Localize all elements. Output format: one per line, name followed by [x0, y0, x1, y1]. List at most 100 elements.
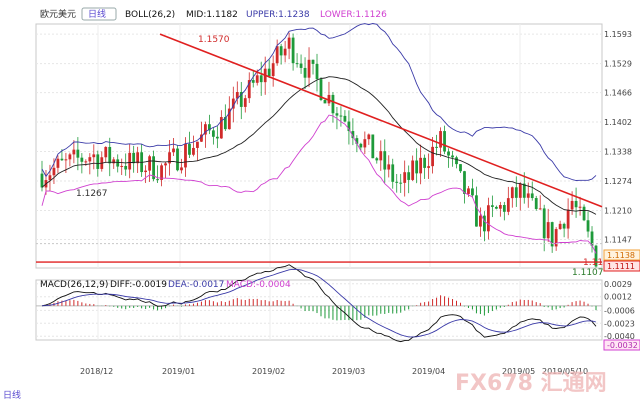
candle-body [526, 193, 530, 198]
candle-body [211, 130, 215, 137]
candle-body [475, 195, 478, 227]
candle-body [267, 68, 271, 77]
candle-body [355, 138, 359, 144]
candle-body [188, 143, 191, 155]
time-axis: 2018/12 2019/01 2019/02 2019/03 2019/04 2019/… [80, 367, 588, 376]
candle-body [371, 134, 375, 159]
candle-body [411, 160, 415, 180]
candle-body [566, 209, 570, 229]
macd-tick-label: -0.0023 [604, 319, 635, 328]
time-tick-label: 2019/05/10 [542, 367, 588, 376]
candle-body [415, 160, 419, 174]
descending-trendline [159, 33, 603, 208]
candle-body [299, 63, 303, 68]
macd-diff-label: DIFF:-0.0019 [110, 280, 167, 290]
candle-body [447, 151, 450, 156]
price-tick-label: 1.1402 [604, 118, 632, 127]
candle-body [120, 165, 124, 167]
candle-body [534, 198, 538, 209]
candle-body [578, 206, 582, 208]
candle-body [379, 151, 383, 161]
candle-body [68, 154, 72, 160]
candle-body [343, 115, 347, 122]
instrument-name: 欧元美元 [40, 8, 76, 20]
price-badge-a-text: 1.1138 [607, 251, 635, 260]
candle-body [395, 181, 399, 183]
candle-body [227, 108, 231, 130]
candle-body [490, 205, 494, 207]
bottom-interval-tag[interactable]: 日线 [3, 389, 21, 400]
macd-panel [36, 264, 602, 343]
candle-body [518, 183, 522, 198]
candle-body [427, 166, 431, 168]
candle-body [327, 94, 331, 104]
candle-body [558, 223, 562, 230]
candle-body [347, 121, 351, 132]
boll-mid-line [41, 76, 597, 215]
macd-indicator-label: MACD(26,12,9) [40, 280, 108, 290]
candle-body [156, 179, 159, 181]
price-badge-b-text: 1.1111 [607, 262, 635, 271]
grid-lines [35, 23, 603, 341]
candle-body [483, 215, 486, 232]
candle-body [506, 198, 510, 212]
price-panel-frame [35, 23, 603, 269]
candle-body [530, 193, 534, 199]
candle-body [431, 146, 434, 167]
candle-body [287, 37, 291, 49]
boll-upper-label: UPPER:1.1238 [246, 10, 310, 20]
candle-body [335, 113, 339, 116]
macd-tick-label: 0.0029 [604, 280, 632, 289]
candle-body [64, 159, 68, 161]
macd-tick-label: 0.0012 [604, 293, 632, 302]
trend-lines [36, 33, 603, 263]
candle-body [383, 151, 387, 170]
candle-body [367, 134, 371, 140]
candle-body [514, 187, 518, 198]
candle-body [538, 208, 542, 210]
candle-body [399, 182, 403, 184]
candle-body [574, 200, 578, 208]
candle-body [407, 172, 411, 180]
interval-badge-box[interactable] [81, 7, 117, 21]
watermark-logo: FX678 汇通网 [455, 371, 607, 396]
candle-body [180, 167, 183, 171]
candle-body [108, 146, 112, 164]
candle-body [88, 157, 92, 162]
candle-body [152, 156, 155, 180]
candle-body [443, 131, 446, 152]
candle-body [148, 156, 152, 171]
price-tick-label: 1.1210 [604, 206, 632, 215]
macd-last-badge [603, 339, 640, 351]
candle-body [144, 170, 148, 173]
candle-body [279, 46, 283, 56]
annotation-low1: 1.1267 [76, 189, 108, 199]
time-tick-label: 2019/05 [502, 367, 535, 376]
candle-body [542, 208, 546, 239]
macd-dea-label: DEA:-0.0017 [168, 280, 224, 290]
candle-body [104, 146, 108, 158]
macd-tick-label: -0.0040 [604, 332, 635, 341]
candle-body [403, 172, 407, 183]
candle-body [172, 148, 175, 153]
candle-body [164, 163, 167, 166]
time-tick-label: 2019/01 [162, 367, 195, 376]
candle-body [463, 171, 466, 194]
candle-body [479, 215, 482, 227]
candle-body [363, 139, 367, 148]
candle-body [275, 46, 279, 64]
candle-body [307, 59, 311, 78]
time-tick-label: 2019/03 [332, 367, 365, 376]
annotation-high: 1.1570 [198, 35, 230, 45]
candle-body [546, 222, 550, 239]
candle-body [84, 161, 88, 163]
candle-body [467, 188, 470, 194]
candle-body [471, 188, 474, 196]
candle-body [323, 100, 327, 104]
candle-body [80, 157, 84, 162]
interval-badge[interactable]: 日线 [88, 8, 106, 20]
candle-body [455, 157, 458, 165]
price-badge-a [603, 249, 640, 261]
candle-body [435, 146, 438, 148]
candle-body [586, 220, 590, 232]
